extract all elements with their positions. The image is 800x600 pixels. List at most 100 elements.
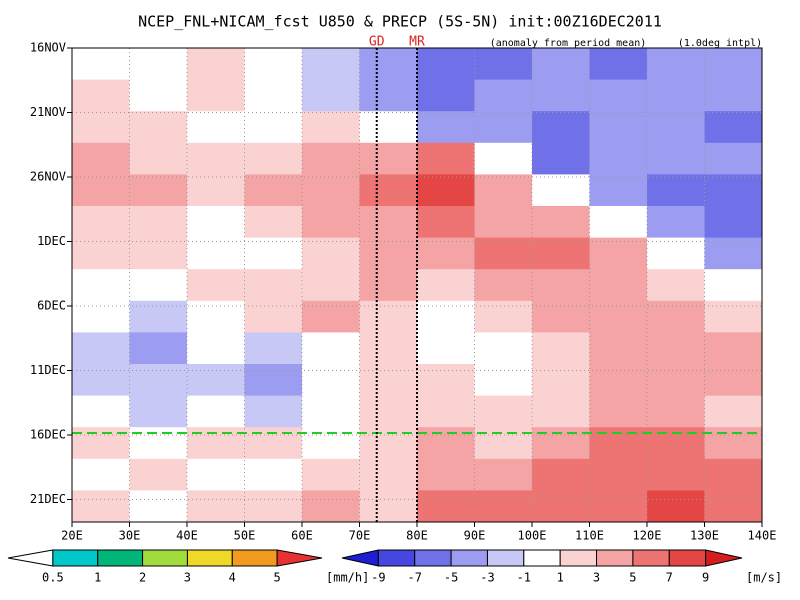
colorbar-unit: [m/s] [746, 571, 782, 585]
field-cell [187, 458, 245, 491]
field-cell [474, 395, 533, 428]
colorbar-end [705, 549, 743, 567]
field-cell [302, 395, 360, 428]
x-tick-label: 60E [291, 529, 313, 543]
field-cell [417, 174, 475, 207]
field-cell [187, 174, 245, 207]
field-cell [704, 269, 763, 302]
field-cell [129, 142, 188, 175]
y-tick-label: 6DEC [37, 299, 66, 313]
field-cell [532, 332, 590, 365]
colorbar-end [341, 549, 379, 567]
field-cell [647, 237, 705, 270]
field-cell [302, 364, 360, 397]
field-cell [704, 48, 763, 81]
field-cell [129, 48, 188, 81]
field-cell [417, 142, 475, 175]
field-cell [129, 332, 188, 365]
field-cell [129, 458, 188, 491]
field-cell [72, 458, 130, 491]
colorbar-box [668, 549, 707, 567]
field-cell [244, 237, 303, 270]
field-cell [72, 174, 130, 207]
field-cell [589, 490, 648, 523]
field-cell [302, 48, 360, 81]
field-cell [129, 174, 188, 207]
colorbar-box [377, 549, 416, 567]
field-cell [589, 48, 648, 81]
colorbar-label: 7 [666, 571, 673, 585]
field-cell [129, 269, 188, 302]
field-cell [532, 395, 590, 428]
field-cell [589, 395, 648, 428]
field-cell [532, 237, 590, 270]
field-cell [129, 237, 188, 270]
x-tick-label: 110E [575, 529, 604, 543]
field-cell [474, 142, 533, 175]
field-cell [244, 174, 303, 207]
field-cell [704, 174, 763, 207]
field-cell [704, 206, 763, 239]
field-cell [647, 174, 705, 207]
field-cell [187, 395, 245, 428]
field-cell [417, 269, 475, 302]
marker-label: MR [409, 35, 425, 50]
colorbar-label: 9 [702, 571, 709, 585]
chart-title: NCEP_FNL+NICAM_fcst U850 & PRECP (5S-5N)… [138, 13, 662, 31]
colorbar-label: -7 [408, 571, 422, 585]
field-cell [359, 237, 418, 270]
x-tick-label: 50E [234, 529, 256, 543]
field-cell [187, 332, 245, 365]
field-cell [417, 206, 475, 239]
note: (1.0deg intpl) [678, 38, 762, 49]
field-cell [704, 332, 763, 365]
field-cell [129, 79, 188, 112]
field-cell [359, 142, 418, 175]
field-cell [72, 332, 130, 365]
field-cell [589, 79, 648, 112]
field-cell [302, 237, 360, 270]
x-tick-label: 140E [748, 529, 777, 543]
x-tick-label: 120E [633, 529, 662, 543]
field-cell [359, 206, 418, 239]
field-cell [704, 364, 763, 397]
x-tick-label: 80E [406, 529, 428, 543]
field-cell [532, 79, 590, 112]
field-cell [244, 48, 303, 81]
field-cell [704, 111, 763, 144]
field-cell [187, 206, 245, 239]
colorbar-label: -9 [371, 571, 385, 585]
y-tick-label: 26NOV [30, 170, 66, 184]
field-cell [474, 364, 533, 397]
field-cell [244, 269, 303, 302]
field-cell [129, 111, 188, 144]
field-cell [647, 111, 705, 144]
colorbar-box [414, 549, 452, 567]
colorbar-label: 1 [94, 571, 101, 585]
field-cell [704, 300, 763, 333]
field-cell [72, 395, 130, 428]
field-cell [474, 174, 533, 207]
field-cell [474, 111, 533, 144]
field-cell [72, 269, 130, 302]
field-cell [359, 174, 418, 207]
colorbar-box [186, 549, 233, 567]
x-tick-label: 70E [349, 529, 371, 543]
field-cell [302, 142, 360, 175]
field-cell [244, 395, 303, 428]
field-cell [72, 364, 130, 397]
field-cell [187, 364, 245, 397]
field-cell [647, 458, 705, 491]
field-cell [532, 206, 590, 239]
field-cell [359, 332, 418, 365]
field-cell [589, 206, 648, 239]
field-cell [417, 458, 475, 491]
field-cell [187, 48, 245, 81]
field-cell [359, 490, 418, 523]
colorbar-box [231, 549, 278, 567]
field-cell [359, 395, 418, 428]
x-tick-label: 40E [176, 529, 198, 543]
y-tick-label: 16DEC [30, 428, 66, 442]
field-cell [704, 458, 763, 491]
